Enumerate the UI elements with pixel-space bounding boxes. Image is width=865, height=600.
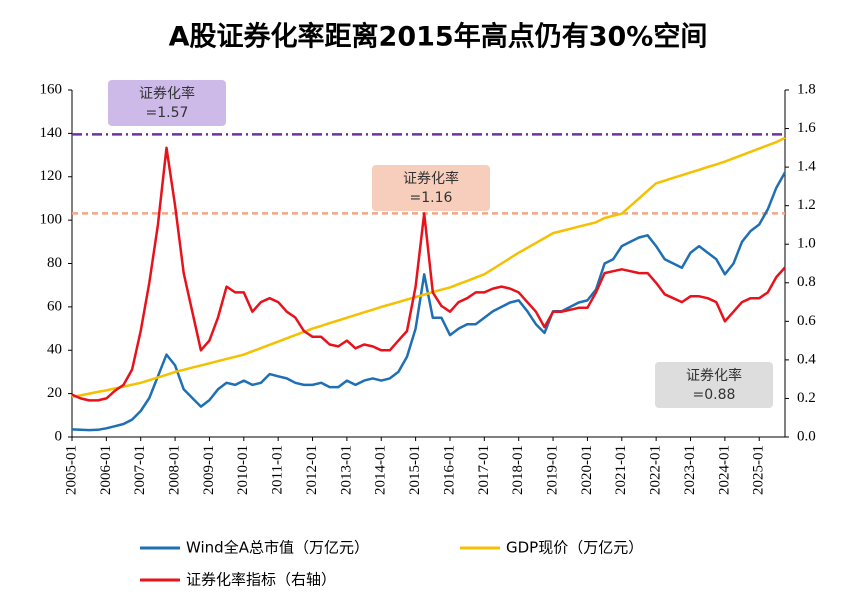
x-tick-label: 2006-01 <box>98 445 114 495</box>
y-tick-label: 120 <box>40 168 63 184</box>
x-tick-label: 2014-01 <box>373 445 389 495</box>
x-tick-label: 2016-01 <box>441 445 457 495</box>
y-tick-label: 60 <box>47 298 62 314</box>
annotation-box <box>655 362 773 408</box>
annotation-box <box>372 165 490 211</box>
x-tick-label: 2023-01 <box>682 445 698 495</box>
y2-tick-label: 1.6 <box>797 120 816 136</box>
legend-label: 证券化率指标（右轴） <box>186 571 336 589</box>
y-tick-label: 140 <box>40 125 63 141</box>
annotation-text: 证券化率 <box>139 85 195 102</box>
y-tick-label: 20 <box>47 385 62 401</box>
x-tick-label: 2019-01 <box>544 445 560 495</box>
y-tick-label: 100 <box>40 212 63 228</box>
legend-label: Wind全A总市值（万亿元） <box>186 539 369 557</box>
annotation-text: 证券化率 <box>686 367 742 384</box>
x-tick-label: 2024-01 <box>716 445 732 495</box>
y2-tick-label: 0.0 <box>797 428 816 444</box>
x-tick-label: 2013-01 <box>338 445 354 495</box>
x-tick-label: 2018-01 <box>510 445 526 495</box>
legend-label: GDP现价（万亿元） <box>506 539 643 557</box>
y2-tick-label: 0.6 <box>797 313 816 329</box>
x-tick-label: 2005-01 <box>63 445 79 495</box>
y-tick-label: 80 <box>47 255 62 271</box>
series-line <box>71 171 787 432</box>
annotation-text: 证券化率 <box>403 170 459 187</box>
y2-tick-label: 1.8 <box>797 81 816 97</box>
y-tick-label: 0 <box>55 428 63 444</box>
x-tick-label: 2010-01 <box>235 445 251 495</box>
chart-title: A股证券化率距离2015年高点仍有30%空间 <box>169 21 708 53</box>
y-tick-label: 160 <box>40 81 63 97</box>
annotation-value: =0.88 <box>693 387 736 403</box>
annotation-box <box>108 80 226 126</box>
x-tick-label: 2022-01 <box>648 445 664 495</box>
x-tick-label: 2007-01 <box>132 445 148 495</box>
y2-tick-label: 0.4 <box>797 351 816 367</box>
y2-tick-label: 1.4 <box>797 159 816 175</box>
y2-tick-label: 0.2 <box>797 390 816 406</box>
x-tick-label: 2008-01 <box>167 445 183 495</box>
y2-tick-label: 1.0 <box>797 236 816 252</box>
x-tick-label: 2015-01 <box>407 445 423 495</box>
x-tick-label: 2025-01 <box>751 445 767 495</box>
x-tick-label: 2017-01 <box>476 445 492 495</box>
x-tick-label: 2021-01 <box>613 445 629 495</box>
y2-tick-label: 0.8 <box>797 274 816 290</box>
x-tick-label: 2012-01 <box>304 445 320 495</box>
annotation-value: =1.57 <box>146 105 189 121</box>
y2-tick-label: 1.2 <box>797 197 816 213</box>
x-tick-label: 2011-01 <box>270 445 286 494</box>
y-tick-label: 40 <box>47 342 62 358</box>
annotation-value: =1.16 <box>410 190 453 206</box>
series-line <box>71 136 786 399</box>
series-line <box>71 146 786 402</box>
x-tick-label: 2020-01 <box>579 445 595 495</box>
x-tick-label: 2009-01 <box>201 445 217 495</box>
